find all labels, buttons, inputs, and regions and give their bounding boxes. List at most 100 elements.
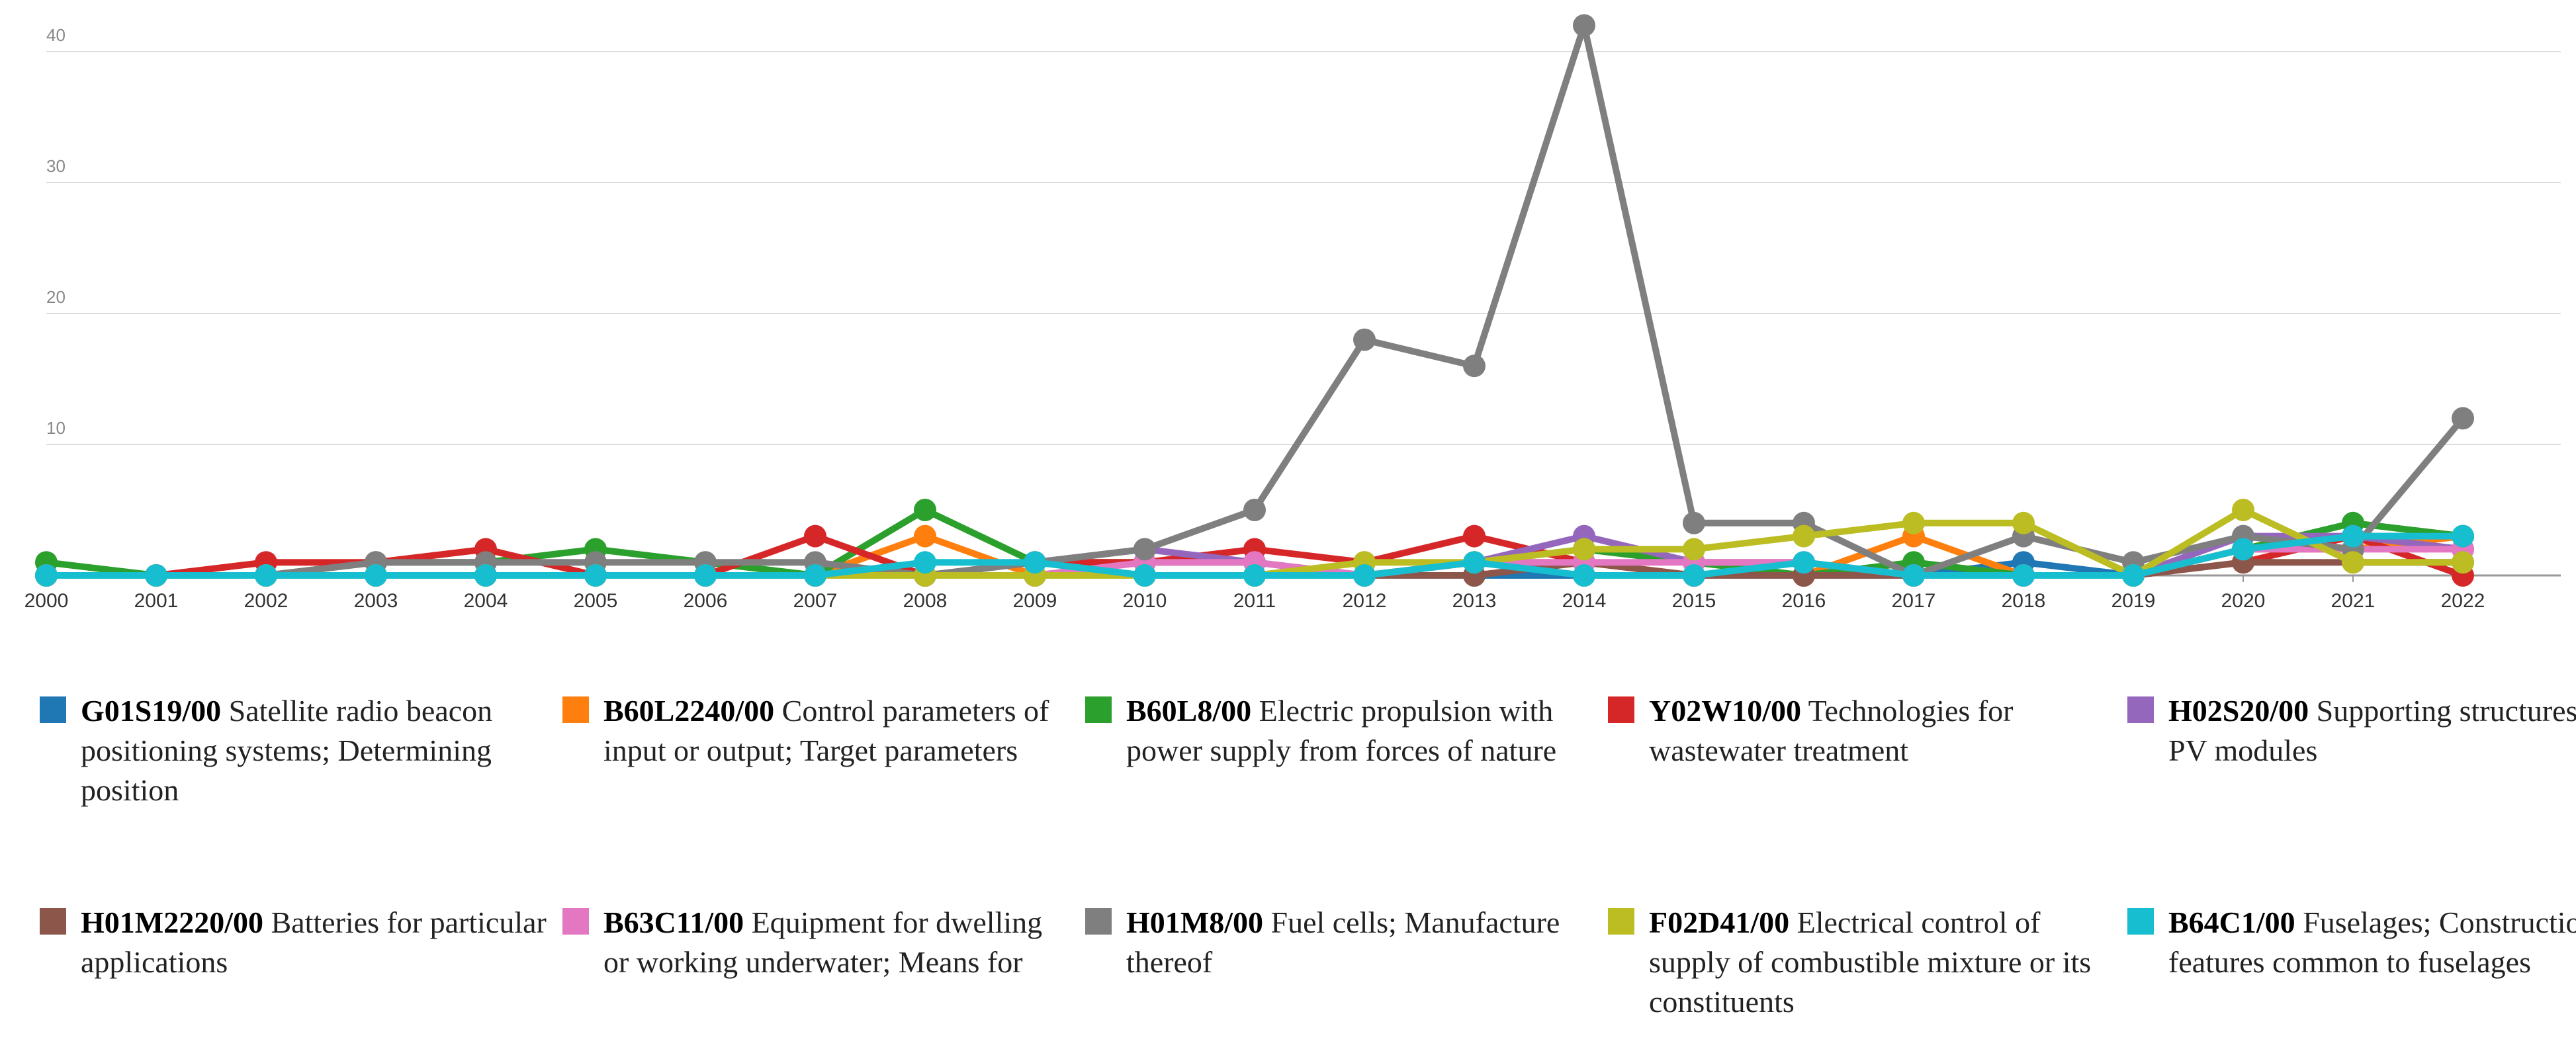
data-point[interactable] <box>1353 328 1376 351</box>
data-point[interactable] <box>2452 551 2474 574</box>
legend-code: B64C1/00 <box>2168 905 2295 939</box>
data-point[interactable] <box>35 564 58 587</box>
x-tick-label: 2003 <box>354 590 398 612</box>
data-point[interactable] <box>1573 14 1595 37</box>
legend-swatch <box>1085 908 1112 935</box>
legend-label: B63C11/00 Equipment for dwelling or work… <box>603 903 1072 982</box>
data-point[interactable] <box>1573 538 1595 561</box>
y-tick-label: 30 <box>46 156 66 176</box>
legend-swatch <box>1608 696 1634 723</box>
x-tick-label: 2020 <box>2221 590 2266 612</box>
data-point[interactable] <box>1793 525 1815 548</box>
x-tick-label: 2019 <box>2111 590 2156 612</box>
x-tick-label: 2002 <box>244 590 289 612</box>
data-point[interactable] <box>804 564 826 587</box>
legend-code: B60L8/00 <box>1126 694 1252 728</box>
legend-item[interactable]: B60L8/00 Electric propulsion with power … <box>1085 691 1595 771</box>
legend-code: F02D41/00 <box>1649 905 1790 939</box>
legend-code: B63C11/00 <box>603 905 744 939</box>
data-point[interactable] <box>2232 538 2254 561</box>
legend-label: G01S19/00 Satellite radio beacon positio… <box>81 691 549 810</box>
legend-item[interactable]: Y02W10/00 Technologies for wastewater tr… <box>1608 691 2117 771</box>
data-point[interactable] <box>255 564 277 587</box>
data-point[interactable] <box>1902 511 1925 534</box>
data-point[interactable] <box>1463 551 1486 574</box>
legend-code: G01S19/00 <box>81 694 222 728</box>
legend-item[interactable]: G01S19/00 Satellite radio beacon positio… <box>40 691 549 810</box>
x-tick-label: 2017 <box>1892 590 1936 612</box>
data-point[interactable] <box>2342 525 2364 548</box>
x-tick-label: 2015 <box>1672 590 1716 612</box>
legend-description: Fuselages; Constructional features commo… <box>2168 905 2576 979</box>
x-tick-label: 2016 <box>1782 590 1826 612</box>
y-tick-label: 20 <box>46 287 66 307</box>
data-point[interactable] <box>584 564 607 587</box>
x-tick-label: 2011 <box>1233 590 1276 612</box>
legend-label: B60L8/00 Electric propulsion with power … <box>1126 691 1595 771</box>
legend-item[interactable]: B63C11/00 Equipment for dwelling or work… <box>562 903 1072 982</box>
data-point[interactable] <box>365 564 387 587</box>
x-tick-label: 2007 <box>793 590 838 612</box>
data-point[interactable] <box>1133 564 1156 587</box>
legend-item[interactable]: B64C1/00 Fuselages; Constructional featu… <box>2127 903 2576 982</box>
x-tick-label: 2005 <box>574 590 618 612</box>
data-point[interactable] <box>914 499 936 521</box>
legend-swatch <box>2127 696 2154 723</box>
data-point[interactable] <box>145 564 167 587</box>
legend-code: B60L2240/00 <box>603 694 775 728</box>
data-point[interactable] <box>1024 551 1046 574</box>
legend-item[interactable]: H02S20/00 Supporting structures for PV m… <box>2127 691 2576 771</box>
data-point[interactable] <box>2012 564 2035 587</box>
data-point[interactable] <box>2342 551 2364 574</box>
data-point[interactable] <box>1463 525 1486 548</box>
legend-label: Y02W10/00 Technologies for wastewater tr… <box>1649 691 2117 771</box>
x-tick-label: 2004 <box>464 590 508 612</box>
data-point[interactable] <box>1353 564 1376 587</box>
data-point[interactable] <box>474 564 497 587</box>
legend-label: H02S20/00 Supporting structures for PV m… <box>2168 691 2576 771</box>
legend-swatch <box>1608 908 1634 935</box>
x-tick-label: 2006 <box>684 590 728 612</box>
data-point[interactable] <box>1573 564 1595 587</box>
legend-item[interactable]: F02D41/00 Electrical control of supply o… <box>1608 903 2117 1022</box>
x-tick-label: 2000 <box>24 590 69 612</box>
data-point[interactable] <box>1793 551 1815 574</box>
legend-label: B60L2240/00 Control parameters of input … <box>603 691 1072 771</box>
data-point[interactable] <box>1902 564 1925 587</box>
data-point[interactable] <box>1133 538 1156 561</box>
legend-description: Batteries for particular applications <box>81 905 547 979</box>
data-point[interactable] <box>2452 407 2474 430</box>
data-point[interactable] <box>2012 511 2035 534</box>
data-point[interactable] <box>1683 538 1705 561</box>
x-tick-label: 2010 <box>1123 590 1167 612</box>
legend-item[interactable]: H01M2220/00 Batteries for particular app… <box>40 903 549 982</box>
data-point[interactable] <box>914 525 936 548</box>
data-point[interactable] <box>2232 499 2254 521</box>
legend-description: Electric propulsion with power supply fr… <box>1126 694 1557 767</box>
legend-code: H01M8/00 <box>1126 905 1263 939</box>
data-point[interactable] <box>694 564 717 587</box>
x-tick-label: 2001 <box>134 590 179 612</box>
y-tick-label: 40 <box>46 25 66 45</box>
legend-label: H01M2220/00 Batteries for particular app… <box>81 903 549 982</box>
data-point[interactable] <box>2122 564 2145 587</box>
legend-swatch <box>40 908 66 935</box>
x-tick-label: 2014 <box>1562 590 1607 612</box>
data-point[interactable] <box>1243 499 1266 521</box>
x-tick-label: 2012 <box>1343 590 1387 612</box>
legend-swatch <box>1085 696 1112 723</box>
legend-swatch <box>40 696 66 723</box>
data-point[interactable] <box>804 525 826 548</box>
legend-swatch <box>2127 908 2154 935</box>
data-point[interactable] <box>1243 564 1266 587</box>
data-point[interactable] <box>1463 355 1486 378</box>
data-point[interactable] <box>1683 511 1705 534</box>
data-point[interactable] <box>2452 525 2474 548</box>
y-tick-label: 10 <box>46 418 66 438</box>
data-point[interactable] <box>914 551 936 574</box>
legend-item[interactable]: H01M8/00 Fuel cells; Manufacture thereof <box>1085 903 1595 982</box>
legend-item[interactable]: B60L2240/00 Control parameters of input … <box>562 691 1072 771</box>
x-tick-label: 2022 <box>2441 590 2485 612</box>
data-point[interactable] <box>1683 564 1705 587</box>
